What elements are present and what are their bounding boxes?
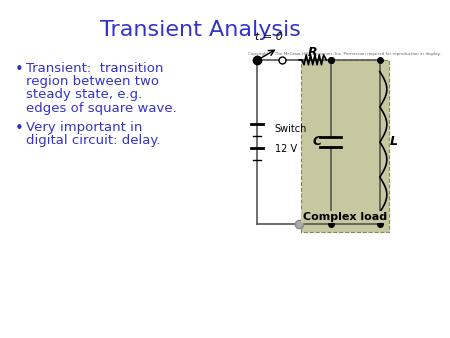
Text: steady state, e.g.: steady state, e.g. bbox=[26, 88, 142, 101]
Text: C: C bbox=[312, 136, 321, 148]
Text: Copyright © The McGraw-Hill Companies, Inc. Permission required for reproduction: Copyright © The McGraw-Hill Companies, I… bbox=[248, 52, 441, 56]
Text: Transient Analysis: Transient Analysis bbox=[99, 21, 301, 41]
Text: •: • bbox=[15, 121, 24, 136]
Text: digital circuit: delay.: digital circuit: delay. bbox=[26, 134, 160, 147]
Text: Very important in: Very important in bbox=[26, 121, 142, 134]
Text: t = 0: t = 0 bbox=[256, 32, 283, 42]
Text: L: L bbox=[390, 136, 398, 148]
Text: 12 V: 12 V bbox=[274, 144, 297, 154]
Text: •: • bbox=[15, 62, 24, 77]
Text: edges of square wave.: edges of square wave. bbox=[26, 102, 176, 115]
Text: Complex load: Complex load bbox=[303, 212, 387, 222]
FancyBboxPatch shape bbox=[301, 60, 389, 232]
Text: Transient:  transition: Transient: transition bbox=[26, 62, 163, 75]
Text: region between two: region between two bbox=[26, 75, 158, 88]
Text: Switch: Switch bbox=[274, 124, 307, 134]
Text: R: R bbox=[308, 46, 318, 59]
